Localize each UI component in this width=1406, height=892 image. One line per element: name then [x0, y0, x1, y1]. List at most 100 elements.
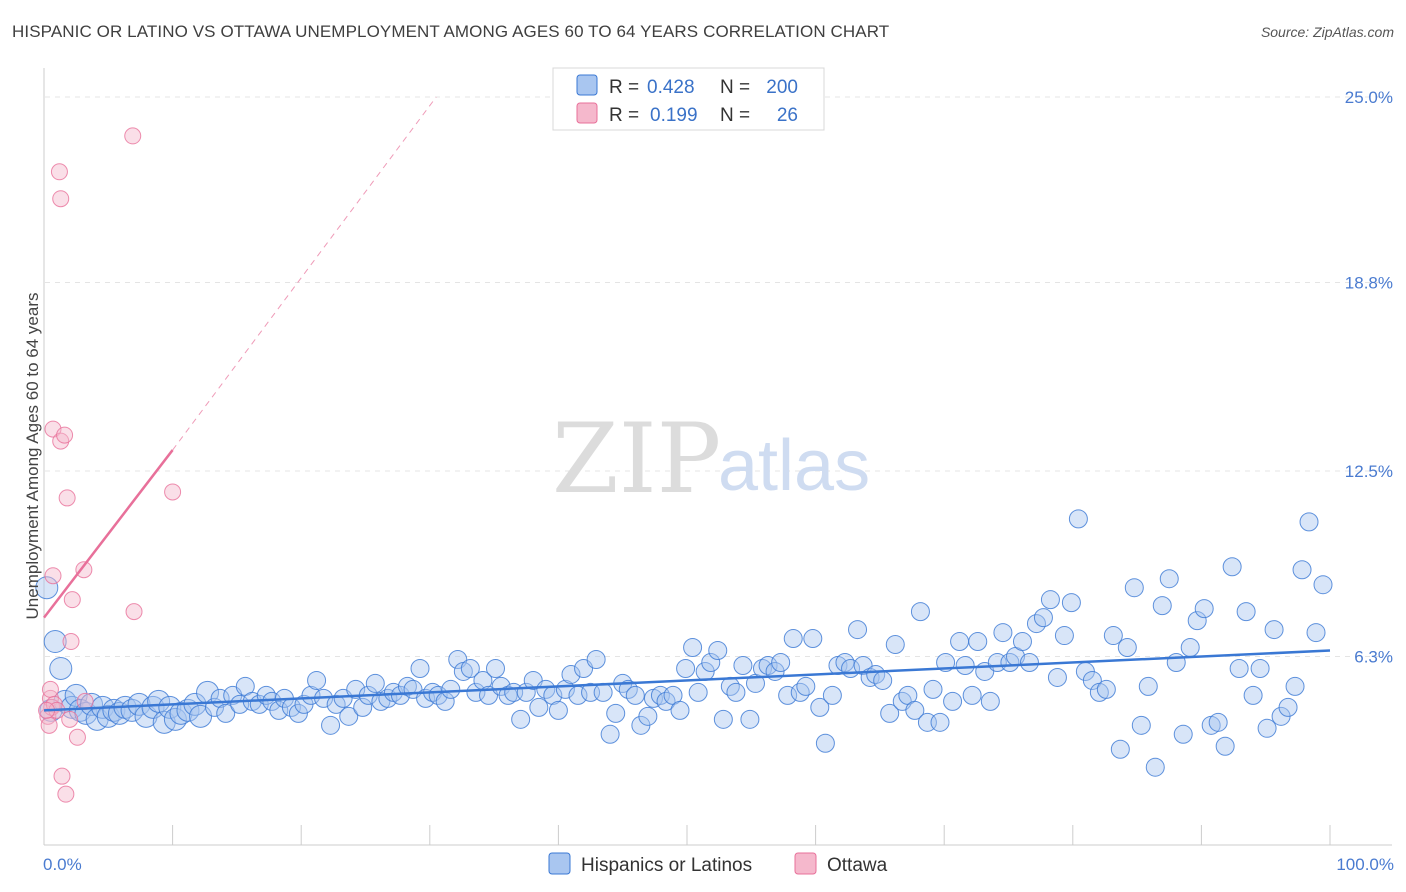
- point-hispanics-171: [1117, 638, 1137, 658]
- legend-n-label-1: N =: [720, 77, 750, 98]
- point-hispanics-139: [905, 700, 925, 720]
- watermark: ZIP atlas: [552, 403, 870, 515]
- point-hispanics-61: [410, 658, 430, 678]
- point-ottawa-15: [58, 489, 76, 507]
- point-hispanics-75: [498, 685, 518, 705]
- point-hispanics-50: [339, 706, 359, 726]
- point-hispanics-6: [64, 683, 88, 707]
- point-hispanics-161: [1047, 667, 1067, 687]
- point-hispanics-89: [586, 649, 606, 669]
- point-hispanics-42: [288, 703, 308, 723]
- point-hispanics-121: [790, 682, 810, 702]
- point-hispanics-128: [835, 652, 855, 672]
- point-hispanics-118: [771, 652, 791, 672]
- point-hispanics-77: [511, 709, 531, 729]
- point-hispanics-181: [1187, 611, 1207, 631]
- point-hispanics-189: [1243, 685, 1263, 705]
- point-hispanics-198: [1306, 623, 1326, 643]
- trend-ottawa: [43, 449, 174, 619]
- point-hispanics-187: [1229, 658, 1249, 678]
- y-tick-label-0: 6.3%: [1354, 648, 1393, 667]
- point-hispanics-163: [1061, 593, 1081, 613]
- point-hispanics-180: [1180, 638, 1200, 658]
- point-hispanics-122: [796, 676, 816, 696]
- point-hispanics-190: [1250, 658, 1270, 678]
- point-ottawa-12: [53, 767, 71, 785]
- point-hispanics-108: [708, 641, 728, 661]
- point-hispanics-164: [1068, 509, 1088, 529]
- point-hispanics-124: [810, 697, 830, 717]
- point-hispanics-47: [321, 715, 341, 735]
- point-hispanics-149: [968, 632, 988, 652]
- point-hispanics-66: [441, 679, 461, 699]
- point-hispanics-97: [638, 706, 658, 726]
- point-hispanics-103: [676, 658, 696, 678]
- point-hispanics-52: [353, 697, 373, 717]
- point-hispanics-70: [466, 682, 486, 702]
- point-hispanics-142: [923, 679, 943, 699]
- point-hispanics-111: [726, 682, 746, 702]
- point-hispanics-92: [606, 703, 626, 723]
- point-hispanics-54: [365, 673, 385, 693]
- point-hispanics-109: [713, 709, 733, 729]
- point-hispanics-192: [1264, 620, 1284, 640]
- chart-title: HISPANIC OR LATINO VS OTTAWA UNEMPLOYMEN…: [12, 22, 890, 41]
- point-hispanics-151: [980, 691, 1000, 711]
- point-ottawa-16: [61, 710, 79, 728]
- y-tick-label-2: 18.8%: [1345, 274, 1393, 293]
- point-hispanics-123: [803, 629, 823, 649]
- point-ottawa-5: [44, 567, 62, 585]
- point-hispanics-196: [1292, 560, 1312, 580]
- bottom-legend-swatch-pink: [794, 852, 817, 875]
- point-hispanics-59: [397, 676, 417, 696]
- point-hispanics-157: [1019, 652, 1039, 672]
- point-hispanics-166: [1082, 670, 1102, 690]
- watermark-zip: ZIP: [552, 403, 721, 515]
- point-hispanics-22: [158, 695, 182, 719]
- legend-n-value-1: 200: [766, 77, 798, 98]
- point-hispanics-44: [301, 685, 321, 705]
- point-hispanics-73: [485, 658, 505, 678]
- point-ottawa-1: [40, 716, 58, 734]
- point-hispanics-95: [625, 685, 645, 705]
- point-hispanics-9: [80, 692, 104, 716]
- series-hispanics-points: [35, 509, 1333, 777]
- watermark-atlas: atlas: [718, 426, 870, 506]
- bottom-legend-swatch-blue: [548, 852, 571, 875]
- legend-n-value-2: 26: [777, 105, 798, 126]
- point-hispanics-102: [670, 700, 690, 720]
- point-hispanics-191: [1257, 718, 1277, 738]
- point-hispanics-145: [943, 691, 963, 711]
- point-hispanics-184: [1208, 712, 1228, 732]
- x-tick-left: 0.0%: [43, 855, 82, 874]
- point-ottawa-19: [68, 728, 86, 746]
- y-tick-label-1: 12.5%: [1345, 462, 1393, 481]
- point-hispanics-112: [733, 655, 753, 675]
- point-ottawa-20: [75, 561, 93, 579]
- point-hispanics-185: [1215, 736, 1235, 756]
- point-hispanics-107: [701, 652, 721, 672]
- source-attribution: Source: ZipAtlas.com: [1260, 24, 1394, 40]
- point-hispanics-105: [688, 682, 708, 702]
- point-hispanics-147: [955, 655, 975, 675]
- point-hispanics-199: [1313, 575, 1333, 595]
- point-ottawa-23: [125, 603, 143, 621]
- legend-box: [552, 67, 825, 131]
- point-hispanics-80: [529, 697, 549, 717]
- point-hispanics-162: [1054, 626, 1074, 646]
- point-ottawa-9: [50, 163, 68, 181]
- point-hispanics-154: [1000, 652, 1020, 672]
- point-hispanics-174: [1138, 676, 1158, 696]
- point-hispanics-172: [1124, 578, 1144, 598]
- point-hispanics-169: [1103, 626, 1123, 646]
- point-ottawa-10: [52, 190, 70, 208]
- point-ottawa-18: [63, 591, 81, 609]
- y-axis-label: Unemployment Among Ages 60 to 64 years: [23, 293, 42, 620]
- point-hispanics-104: [683, 638, 703, 658]
- point-hispanics-168: [1096, 679, 1116, 699]
- point-hispanics-177: [1159, 569, 1179, 589]
- point-hispanics-156: [1012, 632, 1032, 652]
- point-hispanics-2: [43, 630, 67, 654]
- legend-n-label-2: N =: [720, 105, 750, 126]
